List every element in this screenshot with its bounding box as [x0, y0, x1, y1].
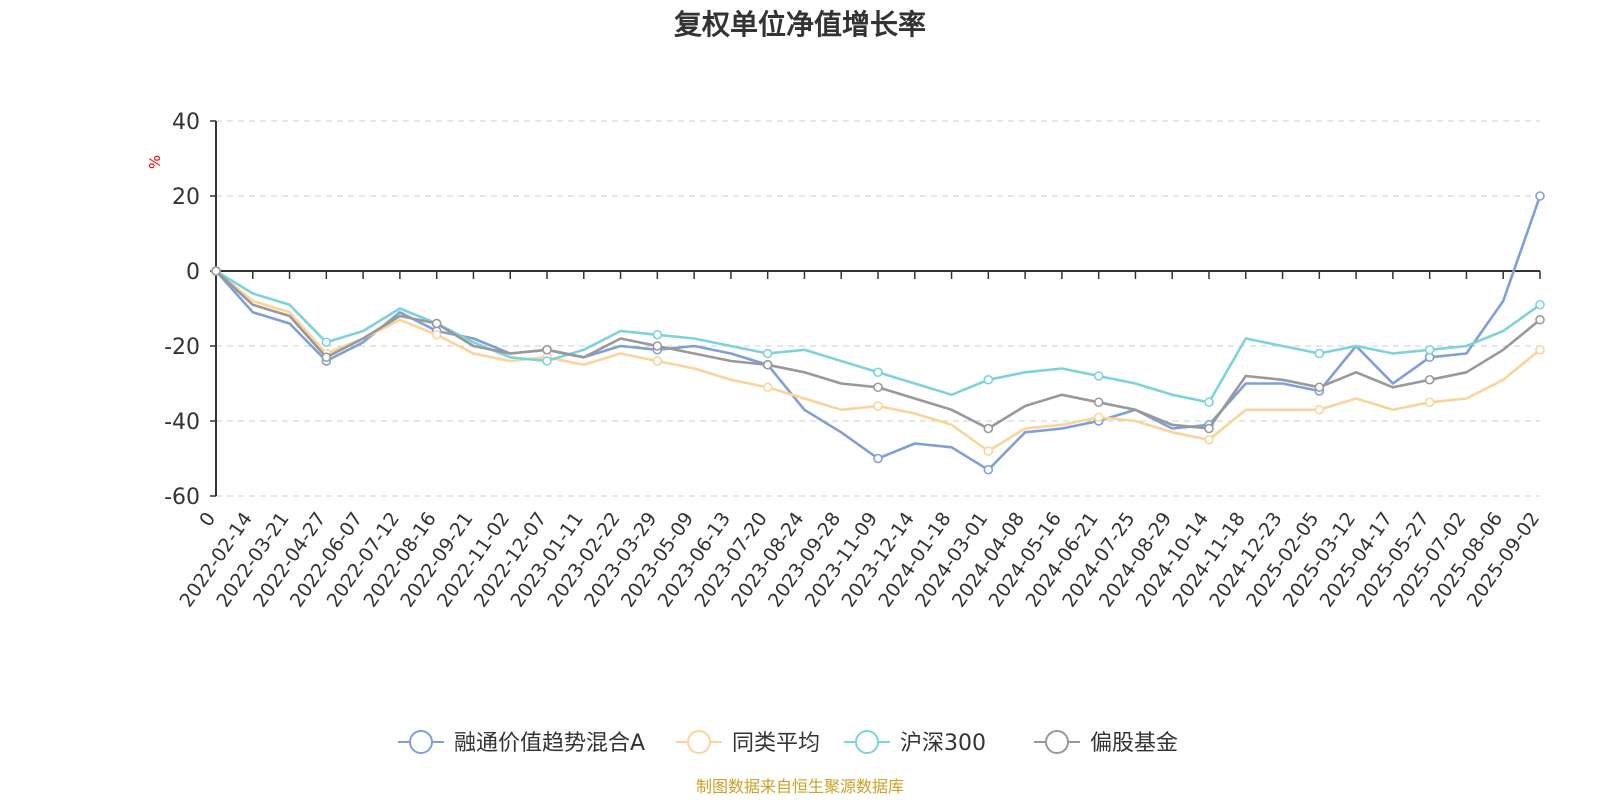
series-point	[321, 337, 332, 348]
series-point	[873, 401, 883, 411]
series-point	[431, 329, 442, 340]
legend-marker-icon	[855, 730, 879, 754]
legend-label: 同类平均	[732, 731, 820, 756]
legend-item[interactable]: 偏股基金	[1034, 730, 1178, 756]
series-layer	[211, 191, 1545, 475]
legend-marker-icon	[687, 730, 711, 754]
series-point	[873, 382, 883, 393]
series-point	[652, 341, 663, 351]
series-point	[652, 356, 663, 366]
series-point	[652, 329, 663, 340]
data-source-note: 制图数据来自恒生聚源数据库	[696, 777, 904, 796]
series-point	[873, 453, 883, 464]
y-axis-unit: %	[146, 155, 164, 169]
series-point	[983, 374, 994, 385]
series-point	[762, 382, 773, 393]
axes: 40200-20-40-6002022-02-142022-03-212022-…	[164, 110, 1544, 611]
gridlines	[216, 120, 1540, 497]
y-tick-label: -40	[164, 410, 200, 435]
series-point	[1424, 344, 1435, 355]
series-line	[215, 195, 1542, 472]
series-group	[211, 266, 1545, 456]
series-point	[1093, 371, 1104, 381]
series-point	[1424, 397, 1435, 408]
series-point	[542, 344, 552, 355]
legend-marker-icon	[1045, 730, 1069, 754]
series-point	[1424, 374, 1435, 385]
legend-item[interactable]: 融通价值趋势混合A	[398, 730, 645, 756]
y-tick-label: 20	[172, 185, 200, 210]
y-tick-label: 40	[172, 110, 200, 135]
legend-item[interactable]: 沪深300	[844, 730, 986, 756]
legend-label: 偏股基金	[1090, 731, 1178, 756]
series-point	[321, 352, 332, 363]
series-point	[762, 359, 773, 370]
chart-title: 复权单位净值增长率	[674, 8, 926, 41]
series-point	[1204, 397, 1214, 408]
series-line	[215, 269, 1541, 453]
series-point	[1535, 314, 1545, 325]
series-point	[1204, 423, 1214, 434]
legend-marker-icon	[409, 730, 433, 754]
series-group	[211, 191, 1545, 475]
y-tick-label: 0	[186, 260, 200, 285]
legend-item[interactable]: 同类平均	[676, 730, 820, 756]
legend[interactable]: 融通价值趋势混合A 同类平均 沪深300 偏股基金	[398, 730, 1178, 756]
series-point	[431, 318, 442, 329]
series-point	[762, 348, 773, 359]
series-point	[1535, 344, 1545, 355]
series-point	[1314, 348, 1325, 359]
series-point	[983, 446, 994, 456]
x-tick-label: 0	[195, 508, 220, 531]
series-point	[873, 367, 883, 378]
series-point	[1535, 191, 1545, 201]
series-group	[211, 266, 1545, 434]
series-point	[542, 356, 552, 366]
y-tick-label: -60	[164, 485, 200, 510]
series-point	[211, 266, 221, 276]
series-point	[1314, 404, 1325, 415]
series-point	[1093, 412, 1104, 423]
series-point	[1535, 299, 1545, 310]
legend-label: 沪深300	[900, 731, 986, 756]
legend-label: 融通价值趋势混合A	[454, 731, 645, 756]
series-point	[1314, 382, 1325, 393]
y-tick-label: -20	[164, 335, 200, 360]
series-point	[1204, 434, 1214, 445]
series-point	[1093, 397, 1104, 408]
series-point	[983, 464, 994, 475]
series-point	[983, 423, 994, 434]
